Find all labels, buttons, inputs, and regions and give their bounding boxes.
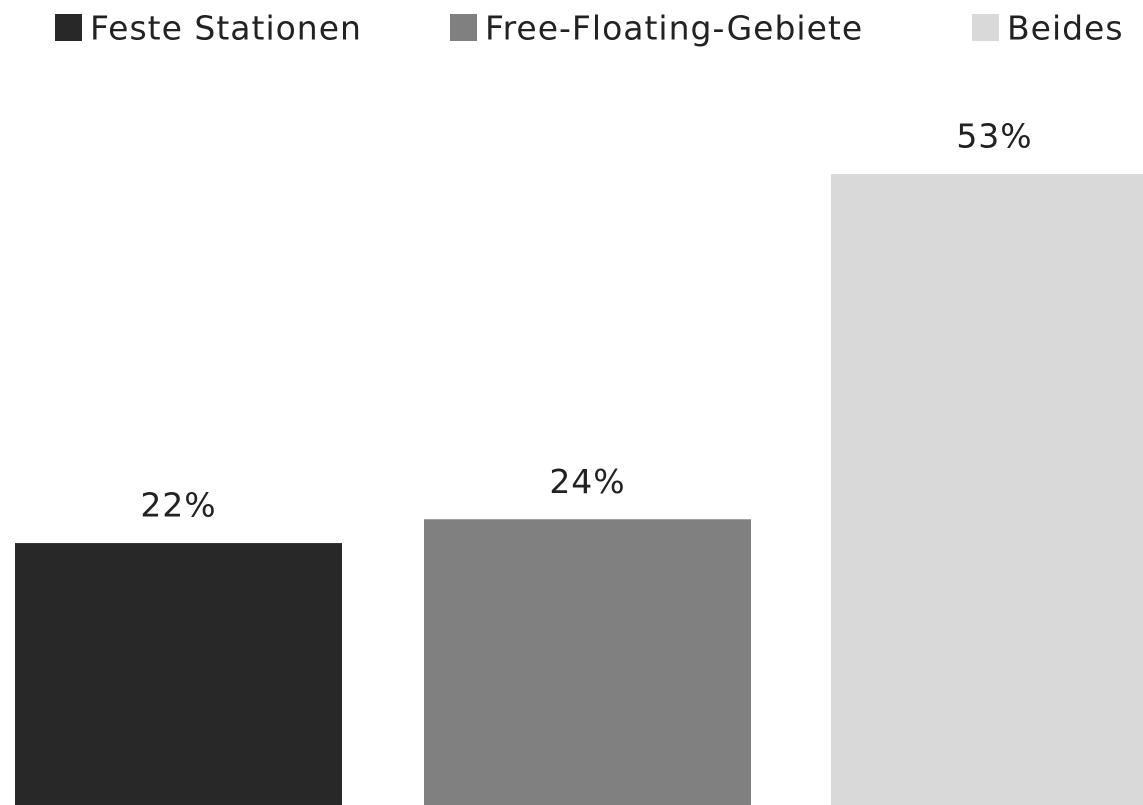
legend-label: Free-Floating-Gebiete [485,9,863,48]
bar [831,174,1143,805]
legend-label: Feste Stationen [90,9,362,48]
legend-label: Beides [1007,9,1124,48]
legend-swatch [450,14,477,41]
data-label: 53% [956,117,1032,156]
bar [424,519,751,805]
data-label: 22% [140,486,216,525]
legend-swatch [972,14,999,41]
legend-swatch [55,14,82,41]
bar [15,543,342,805]
data-label: 24% [549,462,625,501]
